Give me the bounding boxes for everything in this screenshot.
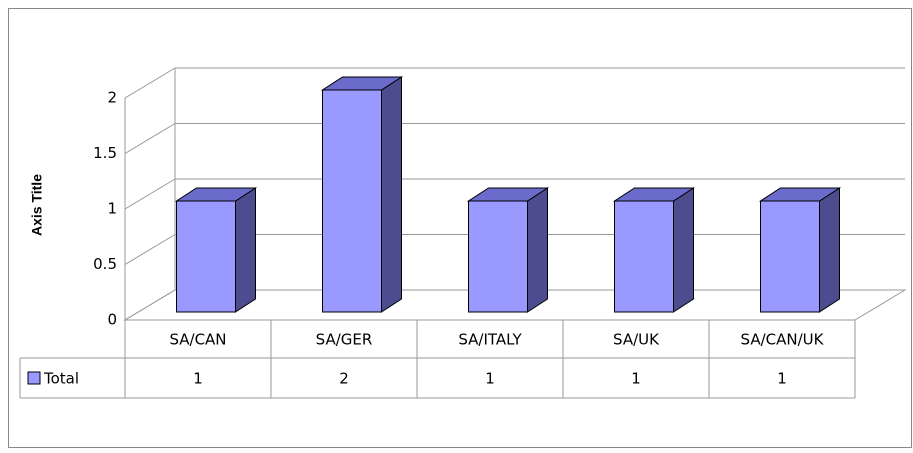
bar [466,187,550,313]
x-tick-label: SA/CAN/UK [741,331,825,349]
legend-label: Total [43,370,79,388]
grid-line-side [124,289,176,321]
grid-line-side [124,67,176,99]
y-tick-label: 1.5 [93,144,117,162]
bar-front [468,200,528,313]
legend-swatch [27,371,41,385]
bar-side [235,187,256,313]
grid-line-side [124,178,176,210]
bar [612,187,696,313]
y-tick-label: 2 [107,89,117,107]
bar [174,187,258,313]
table-value: 1 [485,370,495,388]
bar-front [760,200,820,313]
bar-side [527,187,548,313]
table-value: 1 [193,370,203,388]
grid-line-side [124,123,176,154]
bar [320,76,404,313]
x-tick-label: SA/UK [613,331,660,349]
y-tick-label: 0 [107,311,117,329]
table-value: 2 [339,370,349,388]
bar-side [673,187,694,313]
y-tick-label: 1 [107,200,117,218]
y-tick-label: 0.5 [93,255,117,273]
x-tick-label: SA/CAN [169,331,226,349]
bar [758,187,842,313]
grid-line-side [124,234,176,265]
table-value: 1 [631,370,641,388]
table-value: 1 [777,370,787,388]
x-tick-label: SA/ITALY [458,331,522,349]
bar-side [381,76,402,313]
bar-side [819,187,840,313]
bar-front [322,89,382,313]
y-axis-title: Axis Title [29,174,45,236]
bar-front [614,200,674,313]
bar-front [176,200,236,313]
x-tick-label: SA/GER [316,331,373,349]
